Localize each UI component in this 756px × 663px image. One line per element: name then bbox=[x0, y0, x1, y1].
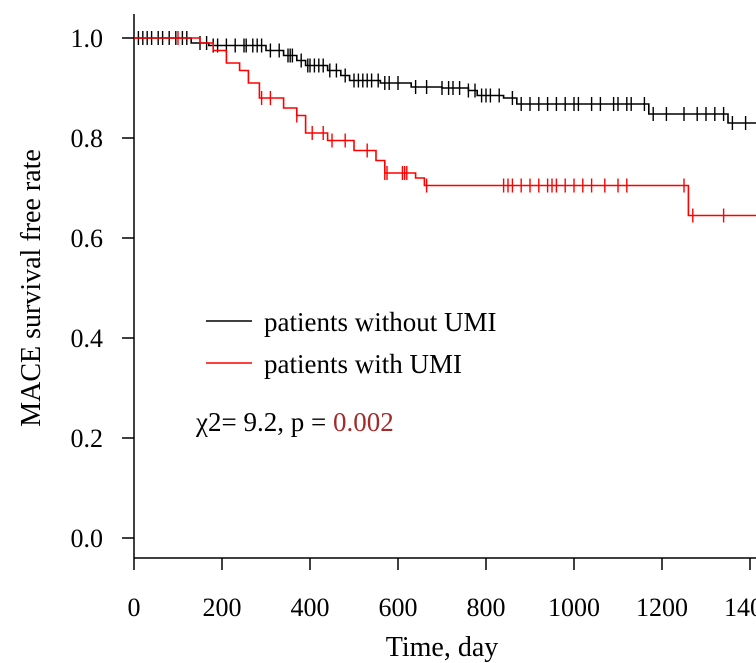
x-tick-label: 800 bbox=[467, 593, 506, 622]
survival-curve-without-umi bbox=[134, 37, 756, 124]
x-tick-label: 400 bbox=[291, 593, 330, 622]
y-tick-label: 0.0 bbox=[71, 524, 104, 553]
y-ticks: 0.0 0.2 0.4 0.6 0.8 1.0 bbox=[71, 24, 134, 553]
y-tick-label: 0.4 bbox=[71, 324, 104, 353]
chi-square-prefix: χ2= 9.2, p = bbox=[195, 407, 333, 437]
legend: patients without UMI patients with UMI bbox=[206, 307, 496, 379]
x-tick-label: 600 bbox=[379, 593, 418, 622]
chi-square-annotation: χ2= 9.2, p = 0.002 bbox=[195, 407, 394, 437]
p-value: 0.002 bbox=[333, 407, 394, 437]
x-axis-label: Time, day bbox=[386, 632, 499, 663]
legend-label-with-umi: patients with UMI bbox=[264, 349, 462, 379]
survival-curve-with-umi bbox=[134, 37, 756, 217]
y-tick-label: 1.0 bbox=[71, 24, 104, 53]
y-axis-label: MACE survival free rate bbox=[16, 149, 47, 427]
x-tick-label: 0 bbox=[128, 593, 141, 622]
x-tick-label: 1400 bbox=[724, 593, 756, 622]
y-tick-label: 0.6 bbox=[71, 224, 104, 253]
x-tick-label: 200 bbox=[203, 593, 242, 622]
legend-label-without-umi: patients without UMI bbox=[264, 307, 496, 337]
x-tick-label: 1200 bbox=[636, 593, 688, 622]
y-tick-label: 0.8 bbox=[71, 124, 104, 153]
x-tick-label: 1000 bbox=[548, 593, 600, 622]
y-tick-label: 0.2 bbox=[71, 424, 104, 453]
x-ticks: 0 200 400 600 800 1000 1200 1400 bbox=[128, 558, 756, 622]
series-layer bbox=[134, 31, 756, 223]
